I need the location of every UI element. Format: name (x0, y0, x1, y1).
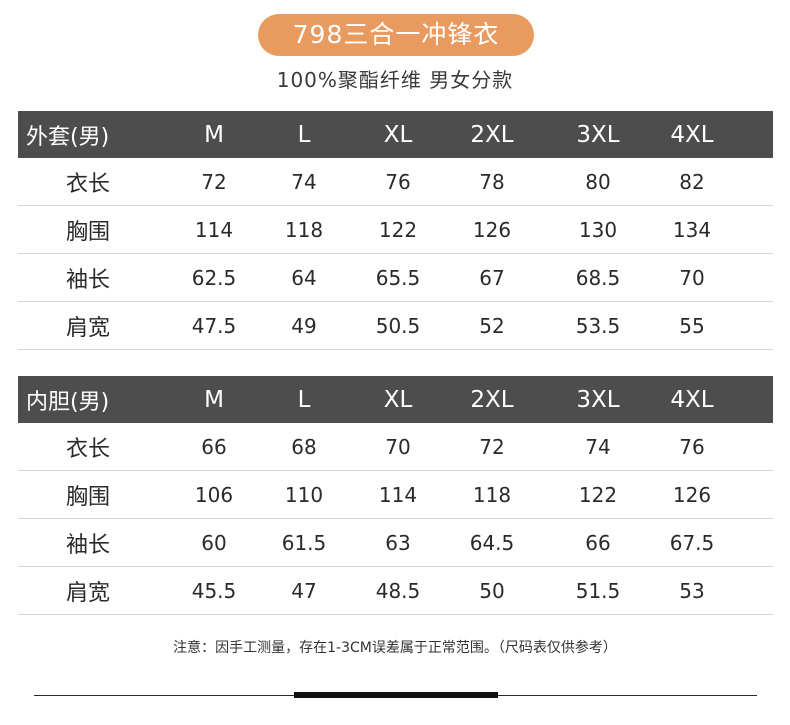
table-row: 胸围 106 110 114 118 122 126 (18, 471, 773, 519)
size-4xl-header: 4XL (670, 386, 714, 413)
table-cell: 48.5 (375, 578, 421, 603)
table-cell: 64 (291, 265, 317, 290)
table-title: 内胆(男) (26, 389, 110, 415)
table-cell: 106 (194, 482, 234, 507)
size-m-header: M (204, 386, 224, 413)
measurement-note: 注意：因手工测量，存在1-3CM误差属于正常范围。（尺码表仅供参考） (173, 640, 617, 656)
table-row: 衣长 72 74 76 78 80 82 (18, 158, 773, 206)
table-cell: 118 (472, 482, 512, 507)
table-row: 衣长 66 68 70 72 74 76 (18, 423, 773, 471)
table-cell: 76 (679, 434, 705, 459)
outer-jacket-size-table: 外套(男) M L XL 2XL 3XL 4XL 衣长 72 74 76 78 … (18, 111, 773, 350)
table-cell: 80 (585, 169, 611, 194)
table-cell: 61.5 (281, 530, 327, 555)
table-cell: 67 (479, 265, 505, 290)
table-row: 袖长 60 61.5 63 64.5 66 67.5 (18, 519, 773, 567)
size-2xl-header: 2XL (470, 386, 514, 413)
row-label: 肩宽 (65, 315, 110, 341)
table-cell: 126 (672, 482, 712, 507)
size-l-header: L (297, 386, 311, 413)
table-cell: 63 (385, 530, 411, 555)
row-label: 袖长 (65, 267, 110, 293)
table-cell: 76 (385, 169, 411, 194)
size-xl-header: XL (383, 386, 413, 413)
table-cell: 68 (291, 434, 317, 459)
material-subtitle: 100%聚酯纤维 男女分款 (276, 68, 514, 92)
table-cell: 50.5 (375, 313, 421, 338)
size-xl-header: XL (383, 121, 413, 148)
table-cell: 110 (284, 482, 324, 507)
size-l-header: L (297, 121, 311, 148)
table-cell: 62.5 (191, 265, 237, 290)
table-cell: 68.5 (575, 265, 621, 290)
table-row: 胸围 114 118 122 126 130 134 (18, 206, 773, 254)
table-cell: 49 (291, 313, 317, 338)
table-cell: 122 (578, 482, 618, 507)
size-m-header: M (204, 121, 224, 148)
size-3xl-header: 3XL (576, 121, 620, 148)
row-label: 胸围 (65, 484, 110, 510)
table-cell: 114 (194, 217, 234, 242)
table-cell: 67.5 (669, 530, 715, 555)
size-2xl-header: 2XL (470, 121, 514, 148)
table-cell: 126 (472, 217, 512, 242)
table-row: 肩宽 45.5 47 48.5 50 51.5 53 (18, 567, 773, 615)
table-cell: 134 (672, 217, 712, 242)
table-cell: 74 (585, 434, 611, 459)
table-cell: 130 (578, 217, 618, 242)
size-3xl-header: 3XL (576, 386, 620, 413)
table-cell: 66 (201, 434, 227, 459)
table-cell: 53 (679, 578, 705, 603)
row-label: 衣长 (65, 171, 110, 197)
table-cell: 51.5 (575, 578, 621, 603)
table-cell: 72 (201, 169, 227, 194)
table-cell: 74 (291, 169, 317, 194)
table-cell: 52 (479, 313, 505, 338)
size-4xl-header: 4XL (670, 121, 714, 148)
row-label: 肩宽 (65, 580, 110, 606)
footer-accent-bar (294, 692, 498, 698)
table-cell: 70 (679, 265, 705, 290)
table-cell: 70 (385, 434, 411, 459)
inner-liner-size-table: 内胆(男) M L XL 2XL 3XL 4XL 衣长 66 68 70 72 … (18, 376, 773, 615)
table-header-row: 外套(男) M L XL 2XL 3XL 4XL (18, 111, 773, 158)
table-cell: 53.5 (575, 313, 621, 338)
table-header-row: 内胆(男) M L XL 2XL 3XL 4XL (18, 376, 773, 423)
table-cell: 45.5 (191, 578, 237, 603)
table-cell: 72 (479, 434, 505, 459)
table-cell: 118 (284, 217, 324, 242)
table-cell: 82 (679, 169, 705, 194)
table-cell: 60 (201, 530, 227, 555)
table-cell: 122 (378, 217, 418, 242)
table-cell: 78 (479, 169, 505, 194)
table-cell: 64.5 (469, 530, 515, 555)
table-row: 袖长 62.5 64 65.5 67 68.5 70 (18, 254, 773, 302)
table-cell: 66 (585, 530, 611, 555)
table-cell: 47.5 (191, 313, 237, 338)
table-title: 外套(男) (26, 124, 110, 150)
row-label: 衣长 (65, 436, 110, 462)
table-cell: 50 (479, 578, 505, 603)
row-label: 袖长 (65, 532, 110, 558)
row-label: 胸围 (65, 219, 110, 245)
table-cell: 114 (378, 482, 418, 507)
table-row: 肩宽 47.5 49 50.5 52 53.5 55 (18, 302, 773, 350)
table-cell: 65.5 (375, 265, 421, 290)
product-title-pill: 798三合一冲锋衣 (258, 14, 534, 56)
table-cell: 55 (679, 313, 705, 338)
table-cell: 47 (291, 578, 317, 603)
